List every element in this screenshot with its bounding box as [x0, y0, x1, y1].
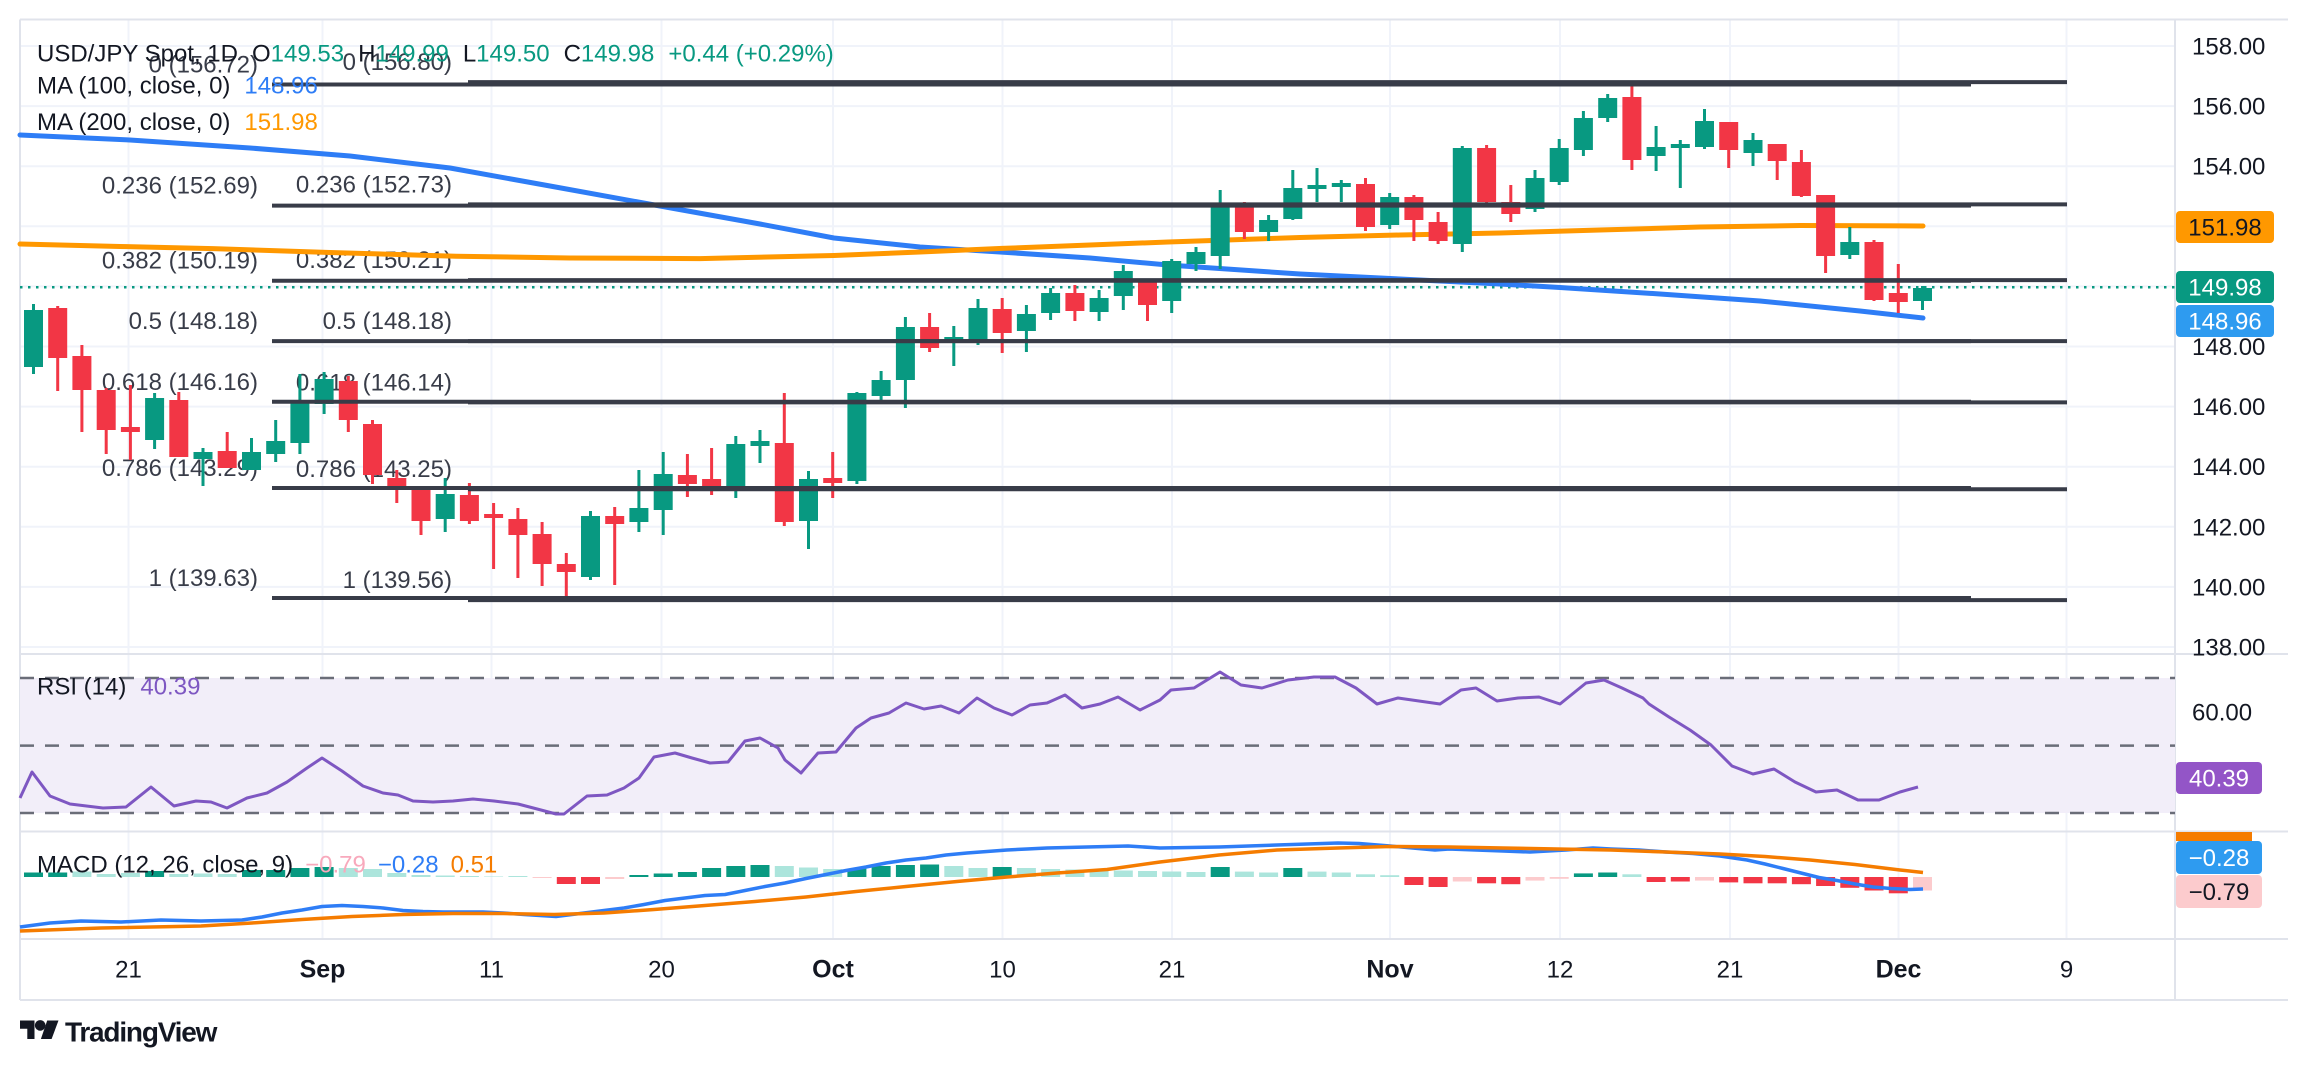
svg-text:MACD (12, 26, close, 9)−0.79−0: MACD (12, 26, close, 9) −0.79 −0.28 0.51	[37, 852, 497, 879]
svg-text:140.00: 140.00	[2192, 574, 2265, 601]
svg-text:151.98: 151.98	[2188, 215, 2261, 242]
svg-text:−0.28: −0.28	[2189, 845, 2250, 872]
svg-text:Nov: Nov	[1366, 956, 1413, 984]
svg-text:10: 10	[989, 957, 1016, 984]
svg-text:MA (200, close, 0)151.98: MA (200, close, 0) 151.98	[37, 109, 318, 136]
svg-text:149.98: 149.98	[2188, 275, 2261, 302]
svg-text:0 (156.80): 0 (156.80)	[343, 49, 452, 76]
svg-text:21: 21	[1717, 957, 1744, 984]
svg-text:RSI (14)40.39: RSI (14) 40.39	[37, 674, 200, 701]
svg-text:21: 21	[1159, 957, 1186, 984]
svg-text:40.39: 40.39	[2189, 766, 2249, 793]
svg-text:158.00: 158.00	[2192, 34, 2265, 61]
svg-text:11: 11	[479, 957, 504, 984]
svg-text:0.5 (148.18): 0.5 (148.18)	[129, 308, 258, 335]
svg-text:148.00: 148.00	[2192, 334, 2265, 361]
svg-text:−0.79: −0.79	[2189, 879, 2250, 906]
svg-text:146.00: 146.00	[2192, 394, 2265, 421]
svg-text:148.96: 148.96	[2188, 309, 2261, 336]
svg-text:MA (100, close, 0)148.96: MA (100, close, 0) 148.96	[37, 73, 318, 100]
svg-text:154.00: 154.00	[2192, 154, 2265, 181]
svg-text:Sep: Sep	[300, 956, 346, 984]
svg-text:0.236 (152.73): 0.236 (152.73)	[296, 171, 452, 198]
svg-text:0.618 (146.16): 0.618 (146.16)	[102, 369, 258, 396]
svg-text:12: 12	[1547, 957, 1574, 984]
svg-text:156.00: 156.00	[2192, 94, 2265, 121]
svg-text:9: 9	[2060, 957, 2073, 984]
svg-text:1 (139.63): 1 (139.63)	[149, 565, 258, 592]
svg-text:0.382 (150.19): 0.382 (150.19)	[102, 248, 258, 275]
svg-text:60.00: 60.00	[2192, 700, 2252, 727]
svg-text:0.5 (148.18): 0.5 (148.18)	[323, 308, 452, 335]
svg-text:138.00: 138.00	[2192, 635, 2265, 662]
svg-text:Oct: Oct	[812, 956, 854, 984]
svg-text:1 (139.56): 1 (139.56)	[343, 567, 452, 594]
svg-text:20: 20	[648, 957, 675, 984]
svg-text:TradingView: TradingView	[65, 1017, 218, 1048]
svg-text:21: 21	[115, 957, 142, 984]
svg-text:144.00: 144.00	[2192, 454, 2265, 481]
svg-text:Dec: Dec	[1876, 956, 1922, 984]
svg-text:0.236 (152.69): 0.236 (152.69)	[102, 173, 258, 200]
svg-text:142.00: 142.00	[2192, 514, 2265, 541]
svg-text:0 (156.72): 0 (156.72)	[149, 52, 258, 79]
